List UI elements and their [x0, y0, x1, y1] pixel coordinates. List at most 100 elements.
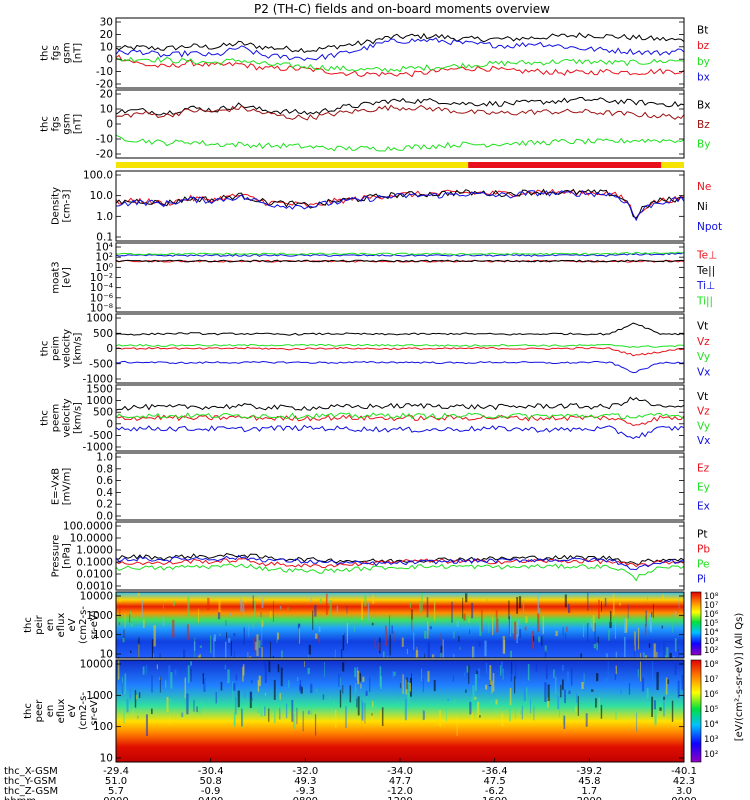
- spectrogram-stripe: [456, 620, 459, 628]
- panel-frame: [115, 17, 685, 89]
- spectrogram-stripe: [606, 653, 608, 658]
- spectrogram-stripe: [131, 624, 134, 627]
- series-line-fgs_gsm2-2: [116, 134, 684, 152]
- colorbar-tick-label: 10⁵: [704, 705, 718, 715]
- spectrogram-stripe: [401, 637, 404, 647]
- y-tick-label: -10: [96, 134, 113, 146]
- spectrogram-stripe: [273, 708, 276, 724]
- spectrogram-stripe: [464, 593, 468, 603]
- spectrogram-stripe: [521, 705, 523, 720]
- y-tick-label: 10.0000: [70, 533, 113, 545]
- spectrogram-stripe: [234, 696, 237, 715]
- spectrogram-stripe: [456, 716, 458, 736]
- spectrogram-stripe: [472, 646, 475, 658]
- y-tick-label: 10000: [80, 659, 113, 671]
- spectrogram-stripe: [590, 618, 592, 628]
- spectrogram-stripe: [471, 712, 473, 723]
- spectrogram-stripe: [422, 678, 424, 693]
- spectrogram-stripe: [141, 599, 143, 618]
- spectrogram-stripe: [651, 611, 653, 618]
- y-axis-label: fgs: [51, 45, 62, 60]
- spectrogram-stripe: [392, 671, 395, 679]
- spectrogram-stripe: [432, 654, 435, 658]
- spectrogram-stripe: [472, 646, 473, 658]
- x-row-value: 0000: [103, 796, 128, 800]
- spectrogram-stripe: [391, 625, 393, 634]
- spectrogram-stripe: [648, 643, 651, 648]
- spectrogram-stripe: [407, 692, 410, 708]
- spectrogram-stripe: [322, 694, 325, 700]
- spectrogram-stripe: [151, 675, 153, 693]
- spectrogram-stripe: [384, 625, 387, 647]
- y-tick-label: -1000: [82, 442, 113, 454]
- spectrogram-stripe: [159, 676, 161, 693]
- spectrogram-stripe: [318, 626, 321, 633]
- spectrogram-stripe: [516, 621, 518, 638]
- x-row-value: 0000: [671, 796, 696, 800]
- spectrogram-stripe: [675, 654, 677, 658]
- x-row-value: 51.0: [105, 776, 127, 787]
- legend-Vy: Vy: [697, 351, 710, 363]
- series-group: [116, 322, 684, 374]
- spectrogram-stripe: [374, 638, 376, 649]
- panel-frame: [115, 170, 685, 242]
- panel-fgs_gsm2: 20 10 0 -10 -20 thc fgs gsm [nT] Bx Bz By: [40, 89, 711, 161]
- spectrogram-stripe: [342, 662, 345, 672]
- y-axis-label: [nT]: [73, 43, 84, 63]
- spectrogram-stripe: [327, 595, 329, 603]
- spectrogram-stripe: [665, 655, 667, 658]
- y-axis-label: thc: [40, 410, 51, 426]
- spectrogram-stripe: [625, 617, 628, 633]
- spectrogram-stripe: [310, 683, 313, 694]
- spectrogram-stripe: [357, 666, 359, 672]
- spectrogram-stripe: [399, 682, 401, 689]
- spectrogram-stripe: [389, 615, 391, 635]
- spectrogram-stripe: [541, 636, 543, 646]
- y-axis-label: velocity: [62, 398, 73, 437]
- spectrogram-stripe: [346, 606, 348, 614]
- spectrogram-stripe: [472, 685, 475, 705]
- spectrogram-stripe: [224, 664, 226, 670]
- legend-Ti⊥: Ti⊥: [696, 280, 715, 292]
- spectrogram-stripe: [334, 649, 336, 658]
- spectrogram-stripe: [615, 620, 617, 639]
- spectrogram-stripe: [300, 686, 303, 694]
- spectrogram-stripe: [277, 664, 280, 673]
- spectrogram-stripe: [172, 619, 175, 638]
- spectrogram-stripe: [677, 680, 680, 698]
- spectrogram-stripe: [190, 661, 192, 666]
- x-row-value: 1200: [387, 796, 412, 800]
- spectrogram-stripe: [624, 618, 627, 633]
- spectrogram-stripe: [663, 696, 665, 700]
- spectrogram-stripe: [386, 656, 388, 658]
- y-tick-label: -20: [96, 149, 113, 161]
- y-tick-label: 10: [100, 104, 113, 116]
- spectrogram-stripe: [666, 647, 669, 658]
- spectrogram-stripe: [459, 646, 461, 650]
- x-row-value: -36.4: [482, 766, 508, 777]
- panel-peim: 1000 500 0 -500 -1000 thc peim velocity [km/s] Vt…: [40, 313, 711, 386]
- y-axis-label: E=-VxB: [51, 468, 62, 505]
- series-line-pressure-2: [116, 563, 684, 582]
- spectrogram-stripe: [307, 667, 310, 675]
- spectrogram-stripe: [356, 670, 360, 685]
- legend-Ey: Ey: [697, 482, 710, 494]
- spectrogram-stripe: [661, 625, 663, 629]
- spectrogram-stripe: [129, 650, 132, 653]
- spectrogram-stripe: [544, 645, 547, 653]
- spectrogram-stripe: [640, 652, 642, 658]
- colorbar-tick-label: 10²: [704, 646, 718, 656]
- spectrogram-stripe: [168, 715, 171, 726]
- spectrogram-stripe: [186, 624, 189, 641]
- spectrogram-stripe: [508, 600, 510, 620]
- spectrogram-stripe: [471, 697, 473, 711]
- spectrogram-stripe: [378, 642, 381, 651]
- x-row-value: 1.7: [581, 786, 597, 797]
- spectrogram-stripe: [137, 715, 139, 720]
- spectrogram-stripe: [594, 623, 596, 642]
- spectrogram-stripe: [433, 679, 436, 692]
- legend-Vy: Vy: [697, 420, 710, 432]
- spectrogram-stripe: [673, 656, 675, 658]
